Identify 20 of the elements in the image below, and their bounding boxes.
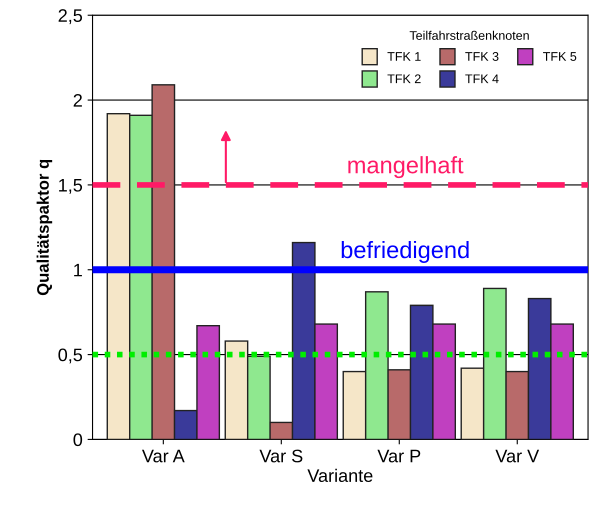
legend-label: TFK 4 [465,74,499,84]
legend-label: TFK 3 [465,52,498,61]
x-tick-label: Var P [377,450,420,462]
legend-label: TFK 2 [387,74,421,84]
ref-line-label: mangelhaft [348,156,464,178]
y-tick-label: 2 [74,94,82,107]
x-tick-label: Var V [495,450,540,462]
x-tick-label: Var A [142,450,185,462]
x-axis-title: Variante [307,468,372,482]
legend-title: Teilfahrstraßenknoten [410,30,529,40]
y-axis-title: Qualitätspaktor q [36,160,52,296]
legend-label: TFK 1 [387,52,421,61]
ref-line-label: befriedigend [342,240,469,263]
y-tick-label: 2,5 [58,9,82,24]
y-tick-label: 1,5 [59,179,82,194]
y-tick-label: 0 [73,433,82,446]
y-tick-label: 0,5 [58,348,82,364]
x-tick-label: Var S [259,450,302,462]
y-tick-label: 1 [74,264,82,276]
legend-label: TFK 5 [543,52,576,61]
